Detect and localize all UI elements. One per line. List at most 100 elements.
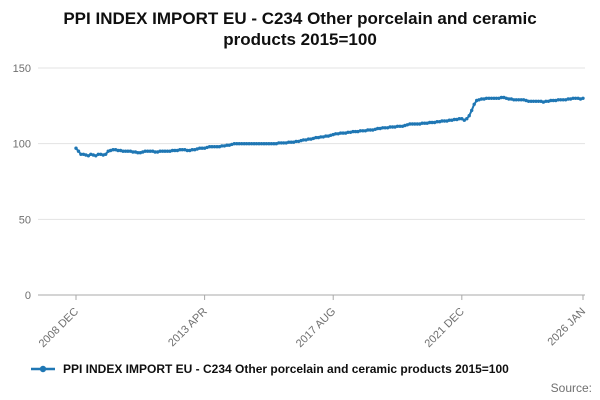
data-point-marker: [514, 98, 518, 102]
data-point-marker: [566, 97, 570, 101]
data-point-marker: [457, 117, 461, 121]
data-point-marker: [232, 142, 236, 146]
data-point-marker: [220, 144, 224, 148]
series-line: [75, 96, 584, 157]
data-point-marker: [415, 122, 419, 126]
data-point-marker: [512, 98, 516, 102]
data-point-marker: [487, 96, 491, 100]
y-axis-tick-label: 0: [25, 290, 31, 302]
data-point-marker: [420, 121, 424, 125]
data-point-marker: [294, 139, 298, 144]
data-point-marker: [237, 142, 241, 146]
data-point-marker: [492, 96, 496, 100]
data-point-marker: [79, 152, 83, 156]
data-point-marker: [390, 125, 395, 129]
data-point-marker: [353, 129, 358, 134]
data-point-marker: [148, 149, 152, 153]
data-point-marker: [269, 142, 274, 146]
data-point-marker: [257, 142, 261, 146]
data-point-marker: [282, 141, 286, 145]
data-point-marker: [381, 126, 385, 130]
data-point-marker: [74, 146, 78, 150]
data-point-marker: [235, 142, 239, 146]
data-point-marker: [190, 148, 194, 152]
data-point-marker: [301, 138, 306, 142]
data-point-marker: [242, 142, 246, 146]
legend-line-marker-icon: [31, 365, 55, 373]
data-point-marker: [366, 128, 370, 132]
data-point-marker: [559, 98, 563, 102]
data-point-marker: [413, 122, 417, 126]
data-point-marker: [244, 142, 249, 146]
data-point-marker: [499, 95, 504, 100]
data-point-marker: [225, 143, 229, 147]
data-point-marker: [470, 108, 474, 113]
data-point-marker: [165, 149, 170, 153]
data-point-marker: [314, 135, 318, 140]
data-point-marker: [376, 126, 380, 131]
x-axis-tick-label: 2021 DEC: [423, 306, 467, 350]
data-point-marker: [153, 150, 157, 154]
data-point-marker: [111, 148, 115, 152]
data-point-marker: [361, 129, 365, 133]
y-axis-tick-label: 150: [13, 63, 31, 75]
data-point-marker: [121, 149, 125, 153]
data-point-marker: [252, 142, 256, 146]
data-point-marker: [388, 125, 392, 129]
data-point-marker: [210, 145, 214, 149]
data-point-marker: [526, 99, 531, 103]
data-point-marker: [408, 122, 412, 126]
data-point-marker: [198, 146, 202, 150]
data-point-marker: [428, 120, 432, 125]
data-point-marker: [338, 131, 343, 135]
data-point-marker: [368, 128, 372, 132]
data-point-marker: [262, 142, 266, 146]
data-point-marker: [96, 152, 101, 156]
data-point-marker: [94, 154, 98, 158]
legend-marker-dot: [39, 365, 47, 373]
data-point-marker: [462, 118, 466, 122]
legend-label: PPI INDEX IMPORT EU - C234 Other porcela…: [63, 362, 509, 376]
chart-title: PPI INDEX IMPORT EU - C234 Other porcela…: [0, 8, 600, 51]
data-point-marker: [264, 142, 269, 146]
data-point-marker: [467, 114, 471, 118]
data-point-marker: [158, 149, 162, 153]
chart-title-line2: products 2015=100: [223, 30, 377, 50]
data-point-marker: [549, 98, 553, 103]
data-point-marker: [247, 142, 251, 146]
data-point-marker: [76, 149, 81, 153]
data-point-marker: [561, 98, 565, 102]
x-axis-tick-label: 2013 APR: [166, 306, 210, 350]
y-axis-tick-label: 50: [19, 214, 31, 226]
data-point-marker: [306, 137, 311, 141]
data-point-marker: [341, 131, 345, 135]
data-point-marker: [200, 146, 204, 150]
data-point-marker: [143, 149, 147, 153]
x-axis-tick-label: 2008 DEC: [37, 306, 81, 350]
data-point-marker: [410, 122, 415, 126]
legend: PPI INDEX IMPORT EU - C234 Other porcela…: [30, 362, 509, 376]
data-point-marker: [536, 99, 541, 103]
data-point-marker: [435, 120, 439, 124]
data-point-marker: [358, 129, 363, 133]
data-point-marker: [581, 96, 585, 100]
x-axis-tick-label: 2026 JAN: [545, 306, 588, 349]
chart-title-line1: PPI INDEX IMPORT EU - C234 Other porcela…: [63, 9, 537, 28]
data-point-marker: [517, 98, 521, 102]
data-point-marker: [287, 140, 291, 144]
data-point-marker: [395, 124, 400, 128]
data-point-marker: [272, 142, 276, 146]
data-point-marker: [423, 121, 427, 125]
data-point-marker: [131, 150, 135, 154]
source-label: Source:: [550, 381, 592, 395]
data-point-marker: [136, 151, 140, 155]
data-point-marker: [472, 102, 476, 106]
data-point-marker: [324, 134, 328, 138]
data-point-marker: [531, 99, 536, 103]
data-point-marker: [178, 148, 182, 152]
data-point-marker: [180, 148, 184, 152]
data-point-marker: [104, 152, 108, 156]
data-point-marker: [447, 118, 452, 122]
chart-svg: 0 50 100 150 2008 DEC 2013 APR 2017 AUG 2021 DE…: [13, 63, 589, 350]
data-point-marker: [442, 119, 447, 123]
